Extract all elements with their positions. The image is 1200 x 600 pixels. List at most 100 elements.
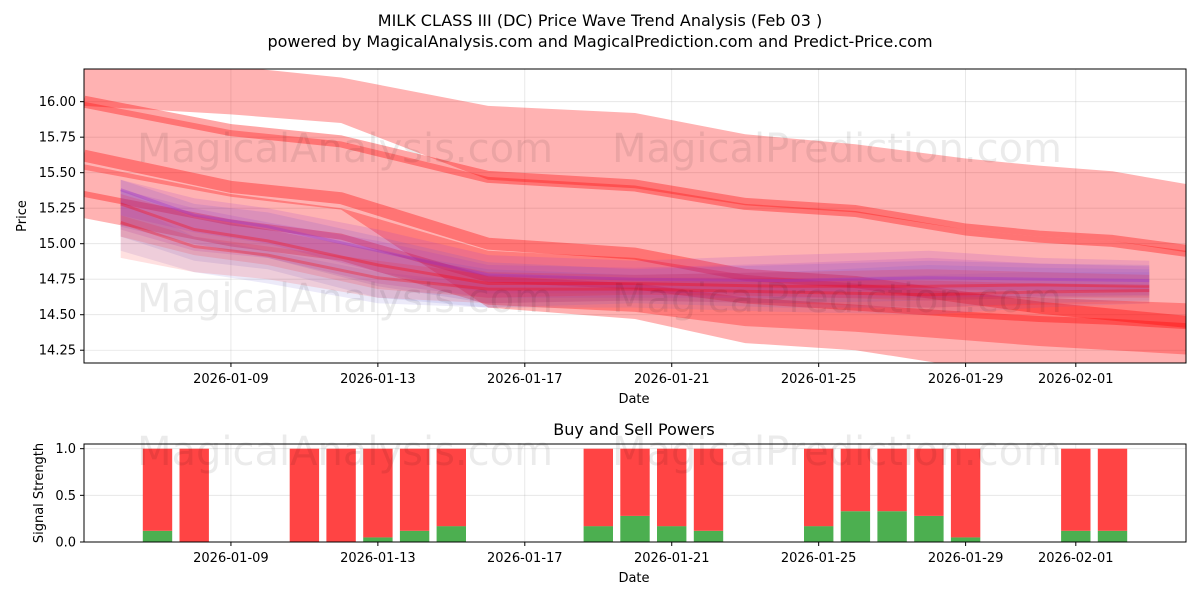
price-y-tick-label: 15.00 xyxy=(39,237,76,252)
sell-bar xyxy=(142,448,173,531)
wave-area xyxy=(120,215,1150,308)
price-y-tick-label: 15.25 xyxy=(39,202,76,217)
watermark-analysis-bottom: MagicalAnalysis.com xyxy=(137,429,553,475)
signal-x-tick-label: 2026-01-21 xyxy=(634,551,710,566)
signal-x-label: Date xyxy=(618,571,649,586)
buy-bar xyxy=(804,526,834,542)
signal-y-label: Signal Strength xyxy=(32,443,47,543)
signal-x-tick-label: 2026-01-29 xyxy=(928,551,1004,566)
wave-area xyxy=(120,179,1150,294)
wave-line xyxy=(120,188,1150,283)
watermark-analysis-mid: MagicalAnalysis.com xyxy=(137,276,553,322)
price-y-label: Price xyxy=(15,200,30,232)
watermark-prediction-top: MagicalPrediction.com xyxy=(612,126,1062,172)
wave-area xyxy=(120,189,1150,308)
sell-bar xyxy=(804,448,834,527)
sell-bar xyxy=(363,448,393,538)
sell-bar xyxy=(1097,448,1128,531)
sell-bar xyxy=(436,448,466,527)
price-grid xyxy=(84,69,1186,363)
price-x-tick-label: 2026-01-13 xyxy=(340,372,416,387)
sell-bar xyxy=(950,448,981,538)
wave-line xyxy=(120,202,1150,288)
price-plot-frame xyxy=(83,68,1187,364)
price-y-ticks: 14.25 14.50 14.75 15.00 15.25 15.50 15.75 16.00 xyxy=(39,95,84,359)
price-x-tick-label: 2026-01-21 xyxy=(634,372,710,387)
trend-band-line xyxy=(84,95,1186,257)
price-x-label: Date xyxy=(618,392,649,407)
buy-bar xyxy=(1097,530,1128,542)
buy-bar xyxy=(142,530,173,542)
watermark-prediction-bottom: MagicalPrediction.com xyxy=(612,429,1062,475)
price-x-tick-label: 2026-01-25 xyxy=(781,372,857,387)
buy-bar xyxy=(950,537,981,542)
buy-bar xyxy=(436,526,466,542)
chart-subtitle: powered by MagicalAnalysis.com and Magic… xyxy=(267,32,932,51)
wave-area xyxy=(120,189,1150,298)
signal-panel: Buy and Sell Powers MagicalAnalysis.com … xyxy=(32,420,1187,586)
signal-y-tick-label: 1.0 xyxy=(55,442,76,457)
buy-bar xyxy=(877,511,907,542)
price-y-tick-label: 14.25 xyxy=(39,344,76,359)
watermark-analysis-top: MagicalAnalysis.com xyxy=(137,126,553,172)
price-x-tick-label: 2026-01-09 xyxy=(193,372,269,387)
sell-bar xyxy=(289,448,320,542)
trend-band-line xyxy=(84,191,1186,330)
buy-bar xyxy=(583,526,613,542)
chart-title: MILK CLASS III (DC) Price Wave Trend Ana… xyxy=(378,11,822,30)
signal-y-tick-label: 0.0 xyxy=(55,536,76,551)
sell-bar xyxy=(1061,448,1091,531)
signal-x-tick-label: 2026-01-09 xyxy=(193,551,269,566)
sell-bar xyxy=(620,448,650,516)
sell-bar xyxy=(657,448,687,527)
wave-line xyxy=(120,220,1150,297)
price-x-tick-label: 2026-02-01 xyxy=(1038,372,1114,387)
sell-bar xyxy=(693,448,724,531)
signal-y-ticks: 0.0 0.5 1.0 xyxy=(55,442,84,551)
sell-bar xyxy=(326,448,356,542)
price-y-tick-label: 15.75 xyxy=(39,131,76,146)
buy-bar xyxy=(620,515,650,542)
signal-y-tick-label: 0.5 xyxy=(55,489,76,504)
signal-x-tick-label: 2026-02-01 xyxy=(1038,551,1114,566)
price-x-tick-label: 2026-01-29 xyxy=(928,372,1004,387)
buy-bar xyxy=(657,526,687,542)
buy-bar xyxy=(399,530,430,542)
sell-bar xyxy=(840,448,871,512)
trend-band-area xyxy=(84,164,1186,355)
price-x-tick-label: 2026-01-17 xyxy=(487,372,563,387)
wave-area xyxy=(120,194,1150,301)
trend-band-area xyxy=(84,69,1186,253)
wave-area xyxy=(120,201,1150,315)
buy-bar xyxy=(363,537,393,542)
signal-plot-frame xyxy=(83,443,1187,543)
price-bands xyxy=(84,69,1186,363)
signal-x-tick-label: 2026-01-13 xyxy=(340,551,416,566)
wave-area xyxy=(120,179,1150,304)
trend-band-area xyxy=(84,101,1186,363)
price-x-ticks: 2026-01-09 2026-01-13 2026-01-17 2026-01-21… xyxy=(193,363,1114,387)
price-y-tick-label: 14.75 xyxy=(39,273,76,288)
signal-title: Buy and Sell Powers xyxy=(553,420,715,439)
trend-band-line xyxy=(84,149,1186,328)
price-waves xyxy=(120,179,1150,315)
sell-bar xyxy=(914,448,944,516)
buy-bar xyxy=(840,511,871,542)
price-y-tick-label: 15.50 xyxy=(39,166,76,181)
watermark-prediction-mid: MagicalPrediction.com xyxy=(612,276,1062,322)
buy-bar xyxy=(914,515,944,542)
buy-bar xyxy=(693,530,724,542)
signal-x-ticks: 2026-01-09 2026-01-13 2026-01-17 2026-01-21… xyxy=(193,542,1114,566)
signal-bars xyxy=(142,448,1128,542)
price-y-tick-label: 16.00 xyxy=(39,95,76,110)
signal-x-tick-label: 2026-01-17 xyxy=(487,551,563,566)
sell-bar xyxy=(877,448,907,512)
buy-bar xyxy=(1061,530,1091,542)
sell-bar xyxy=(583,448,613,527)
price-y-tick-label: 14.50 xyxy=(39,308,76,323)
price-lines xyxy=(120,188,1150,297)
sell-bar xyxy=(399,448,430,531)
signal-x-tick-label: 2026-01-25 xyxy=(781,551,857,566)
sell-bar xyxy=(179,448,209,542)
